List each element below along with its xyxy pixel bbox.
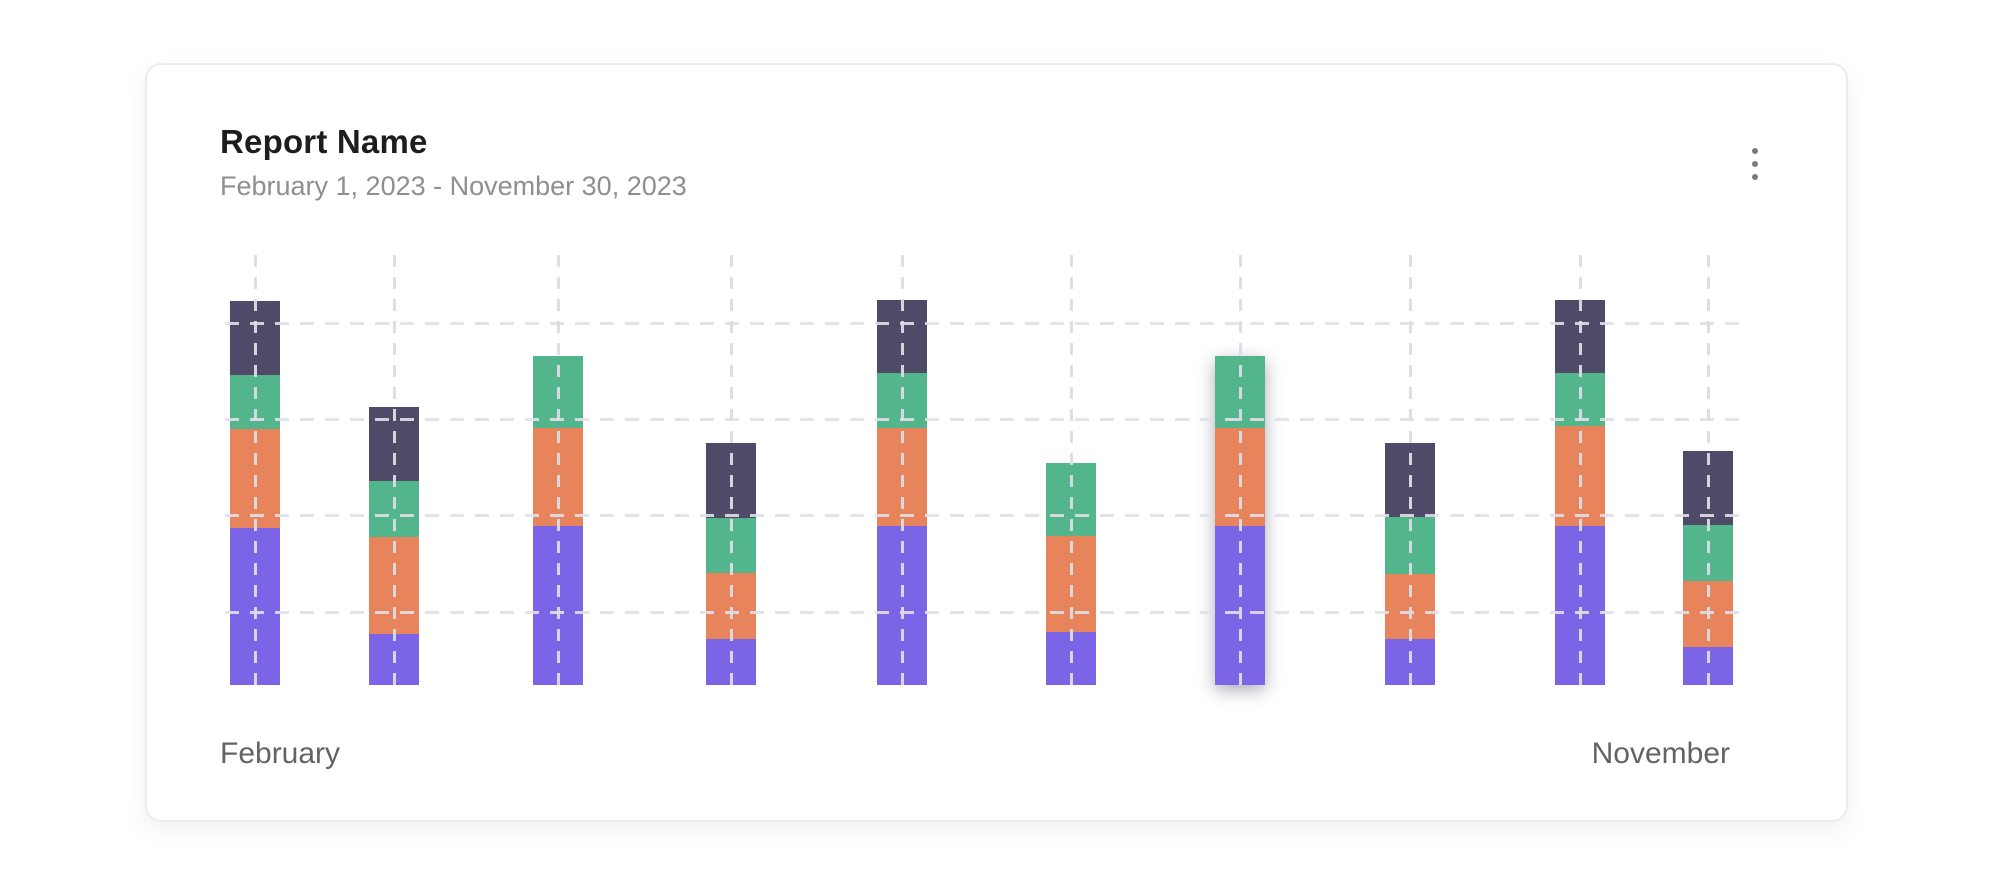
gridline-horizontal — [225, 611, 1744, 614]
bar-september-segment-green[interactable] — [1385, 517, 1435, 574]
bar-august-segment-bottom-purple[interactable] — [1215, 526, 1265, 685]
kebab-menu-icon — [1752, 174, 1758, 180]
gridline-horizontal — [225, 418, 1744, 421]
bar-february-segment-bottom-purple[interactable] — [230, 528, 280, 685]
bar-october[interactable] — [1555, 300, 1605, 685]
bar-may-segment-bottom-purple[interactable] — [706, 639, 756, 685]
bar-march-segment-bottom-purple[interactable] — [369, 634, 419, 685]
bar-july-segment-orange[interactable] — [1046, 536, 1096, 632]
bar-may-segment-orange[interactable] — [706, 573, 756, 639]
bar-october-segment-green[interactable] — [1555, 373, 1605, 426]
more-options-button[interactable] — [1726, 133, 1784, 195]
bar-may[interactable] — [706, 443, 756, 685]
bar-march-segment-green[interactable] — [369, 481, 419, 537]
bar-november-segment-orange[interactable] — [1683, 581, 1733, 647]
report-card: Report Name February 1, 2023 - November … — [145, 63, 1848, 822]
bar-april[interactable] — [533, 356, 583, 685]
bar-august[interactable] — [1215, 356, 1265, 685]
bar-february-segment-green[interactable] — [230, 375, 280, 429]
x-axis-label-november: November — [1591, 737, 1730, 770]
gridline-horizontal — [225, 514, 1744, 517]
bar-november[interactable] — [1683, 451, 1733, 685]
bar-july-segment-green[interactable] — [1046, 463, 1096, 536]
bar-october-segment-bottom-purple[interactable] — [1555, 526, 1605, 685]
bar-may-segment-top-dark[interactable] — [706, 443, 756, 518]
bar-february-segment-top-dark[interactable] — [230, 301, 280, 375]
bar-april-segment-orange[interactable] — [533, 428, 583, 526]
bar-september-segment-orange[interactable] — [1385, 574, 1435, 639]
bar-march-segment-top-dark[interactable] — [369, 407, 419, 481]
bar-september-segment-top-dark[interactable] — [1385, 443, 1435, 517]
kebab-menu-icon — [1752, 148, 1758, 154]
bar-june-segment-green[interactable] — [877, 373, 927, 428]
x-axis-label-february: February — [220, 737, 341, 770]
bar-april-segment-bottom-purple[interactable] — [533, 526, 583, 685]
stacked-bar-chart — [192, 255, 1802, 685]
bar-september[interactable] — [1385, 443, 1435, 685]
bar-november-segment-top-dark[interactable] — [1683, 451, 1733, 525]
bar-july-segment-bottom-purple[interactable] — [1046, 632, 1096, 685]
bar-june[interactable] — [877, 300, 927, 685]
bar-october-segment-top-dark[interactable] — [1555, 300, 1605, 373]
x-axis: February November — [147, 737, 1846, 771]
bar-october-segment-orange[interactable] — [1555, 426, 1605, 526]
bar-march[interactable] — [369, 407, 419, 685]
bar-june-segment-top-dark[interactable] — [877, 300, 927, 373]
bar-may-segment-green[interactable] — [706, 518, 756, 573]
bar-november-segment-bottom-purple[interactable] — [1683, 647, 1733, 685]
bar-june-segment-bottom-purple[interactable] — [877, 526, 927, 685]
gridline-horizontal — [225, 322, 1744, 325]
card-header: Report Name February 1, 2023 - November … — [220, 123, 1786, 202]
bar-april-segment-green[interactable] — [533, 356, 583, 428]
bar-september-segment-bottom-purple[interactable] — [1385, 639, 1435, 685]
bar-june-segment-orange[interactable] — [877, 428, 927, 526]
kebab-menu-icon — [1752, 161, 1758, 167]
bar-november-segment-green[interactable] — [1683, 525, 1733, 581]
bar-february[interactable] — [230, 301, 280, 685]
date-range: February 1, 2023 - November 30, 2023 — [220, 171, 687, 201]
bar-february-segment-orange[interactable] — [230, 429, 280, 528]
bar-august-segment-orange[interactable] — [1215, 428, 1265, 526]
bar-july[interactable] — [1046, 463, 1096, 685]
page-title: Report Name — [220, 123, 428, 160]
bar-august-segment-green[interactable] — [1215, 356, 1265, 428]
bar-march-segment-orange[interactable] — [369, 537, 419, 634]
